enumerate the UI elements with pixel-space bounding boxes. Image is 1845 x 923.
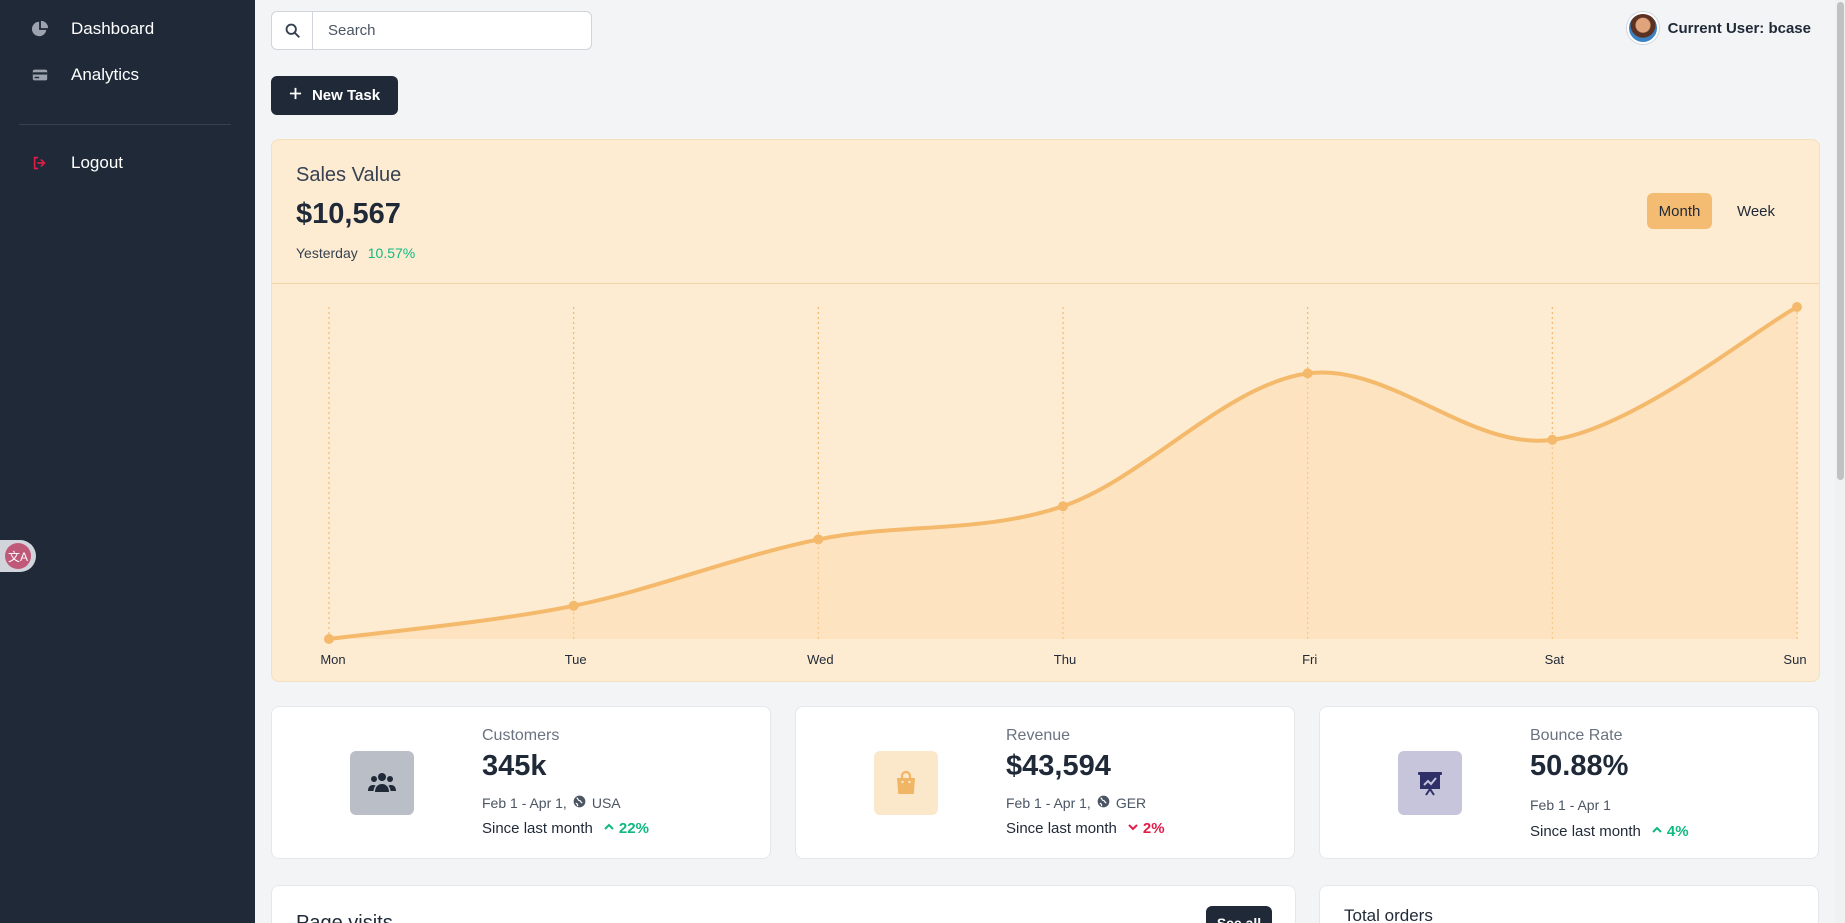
stat-region: GER xyxy=(1115,795,1147,811)
current-user[interactable]: Current User: bcase xyxy=(1626,12,1811,44)
chart-x-tick-label: Mon xyxy=(320,652,345,667)
sidebar-item-label: Dashboard xyxy=(71,19,155,38)
revenue-card: Revenue $43,594 Feb 1 - Apr 1, GER Since… xyxy=(795,706,1295,859)
pie-chart-icon xyxy=(30,19,50,39)
scrollbar-thumb[interactable] xyxy=(1837,2,1844,480)
stat-range-text: Feb 1 - Apr 1, xyxy=(1006,795,1091,811)
chart-point-thu[interactable] xyxy=(1058,501,1068,512)
search-box xyxy=(271,11,592,50)
see-all-button[interactable]: See all xyxy=(1206,906,1272,923)
search-input[interactable] xyxy=(313,12,591,49)
presentation-chart-icon xyxy=(1398,751,1462,815)
stat-trend: 2% xyxy=(1127,820,1165,837)
sales-title: Sales Value xyxy=(296,164,402,186)
stat-trend: 4% xyxy=(1651,823,1689,840)
stat-label: Customers xyxy=(482,727,560,744)
search-icon[interactable] xyxy=(272,12,313,49)
stat-range: Feb 1 - Apr 1, GER xyxy=(1006,795,1146,811)
stat-trend-value: 22% xyxy=(618,820,649,837)
stat-region: USA xyxy=(591,795,621,811)
new-task-label: New Task xyxy=(311,87,381,104)
sales-change: 10.57% xyxy=(367,245,416,261)
chart-point-mon[interactable] xyxy=(324,634,334,644)
page-visits-card: Page visits See all xyxy=(271,885,1296,923)
sales-value: $10,567 xyxy=(296,198,401,230)
sidebar-item-logout[interactable]: Logout xyxy=(30,148,123,178)
total-orders-title: Total orders xyxy=(1344,906,1433,923)
customers-card: Customers 345k Feb 1 - Apr 1, USA Since … xyxy=(271,706,771,859)
chevron-down-icon xyxy=(1127,820,1139,837)
sales-period: Yesterday 10.57% xyxy=(296,245,415,261)
page-visits-title: Page visits xyxy=(296,912,393,923)
globe-icon xyxy=(573,795,586,811)
chart-point-wed[interactable] xyxy=(813,534,824,545)
chart-area xyxy=(329,307,1797,639)
stat-label: Revenue xyxy=(1006,727,1071,744)
plus-icon xyxy=(289,87,302,104)
stat-since-text: Since last month xyxy=(1006,820,1117,837)
chevron-up-icon xyxy=(1651,823,1663,840)
credit-card-icon xyxy=(30,65,50,85)
current-user-label: Current User: bcase xyxy=(1667,19,1811,37)
stat-range: Feb 1 - Apr 1 xyxy=(1530,797,1611,813)
stat-range-text: Feb 1 - Apr 1 xyxy=(1530,797,1611,813)
chart-x-tick-label: Tue xyxy=(565,652,587,667)
sidebar-item-label: Analytics xyxy=(71,65,140,84)
stat-since: Since last month 22% xyxy=(482,820,649,837)
stat-trend-value: 4% xyxy=(1666,823,1689,840)
bounce-rate-card: Bounce Rate 50.88% Feb 1 - Apr 1 Since l… xyxy=(1319,706,1819,859)
sales-line-chart: Mon Tue Wed Thu Fri Sat Sun xyxy=(320,302,1807,667)
chart-point-sat[interactable] xyxy=(1547,434,1558,445)
sidebar: Dashboard Analytics Logout 文A xyxy=(0,0,255,923)
chart-x-tick-label: Fri xyxy=(1302,652,1317,667)
stat-range: Feb 1 - Apr 1, USA xyxy=(482,795,621,811)
shopping-bag-icon xyxy=(874,751,938,815)
stat-trend: 22% xyxy=(603,820,649,837)
stat-since: Since last month 4% xyxy=(1530,823,1689,840)
chart-x-tick-label: Sat xyxy=(1545,652,1565,667)
sidebar-item-dashboard[interactable]: Dashboard xyxy=(30,14,154,44)
logout-icon xyxy=(30,153,50,173)
chart-x-tick-label: Wed xyxy=(807,652,834,667)
chevron-up-icon xyxy=(603,820,615,837)
sidebar-divider xyxy=(19,124,231,125)
sales-period-label: Yesterday xyxy=(296,245,358,261)
stat-since: Since last month 2% xyxy=(1006,820,1165,837)
sales-divider xyxy=(272,283,1819,284)
translate-badge[interactable]: 文A xyxy=(0,540,36,572)
stat-trend-value: 2% xyxy=(1142,820,1165,837)
stat-value: 345k xyxy=(482,750,547,782)
chart-point-fri[interactable] xyxy=(1302,368,1313,379)
stat-since-text: Since last month xyxy=(482,820,593,837)
globe-icon xyxy=(1097,795,1110,811)
stat-range-text: Feb 1 - Apr 1, xyxy=(482,795,567,811)
sidebar-item-analytics[interactable]: Analytics xyxy=(30,60,139,90)
chart-x-tick-label: Thu xyxy=(1054,652,1076,667)
avatar xyxy=(1626,12,1659,44)
stat-value: $43,594 xyxy=(1006,750,1111,782)
total-orders-card: Total orders xyxy=(1319,885,1819,923)
toggle-week-button[interactable]: Week xyxy=(1721,193,1791,229)
sales-value-card: Sales Value $10,567 Yesterday 10.57% Mont… xyxy=(271,139,1820,682)
toggle-month-button[interactable]: Month xyxy=(1647,193,1712,229)
new-task-button[interactable]: New Task xyxy=(271,76,398,115)
translate-icon: 文A xyxy=(5,543,31,569)
stat-value: 50.88% xyxy=(1530,750,1629,782)
sidebar-item-label: Logout xyxy=(71,153,123,172)
scrollbar[interactable] xyxy=(1835,0,1845,923)
stat-label: Bounce Rate xyxy=(1530,727,1623,744)
stat-since-text: Since last month xyxy=(1530,823,1641,840)
chart-point-sun[interactable] xyxy=(1792,302,1802,312)
chart-point-tue[interactable] xyxy=(568,600,579,611)
users-icon xyxy=(350,751,414,815)
chart-x-tick-label: Sun xyxy=(1783,652,1806,667)
